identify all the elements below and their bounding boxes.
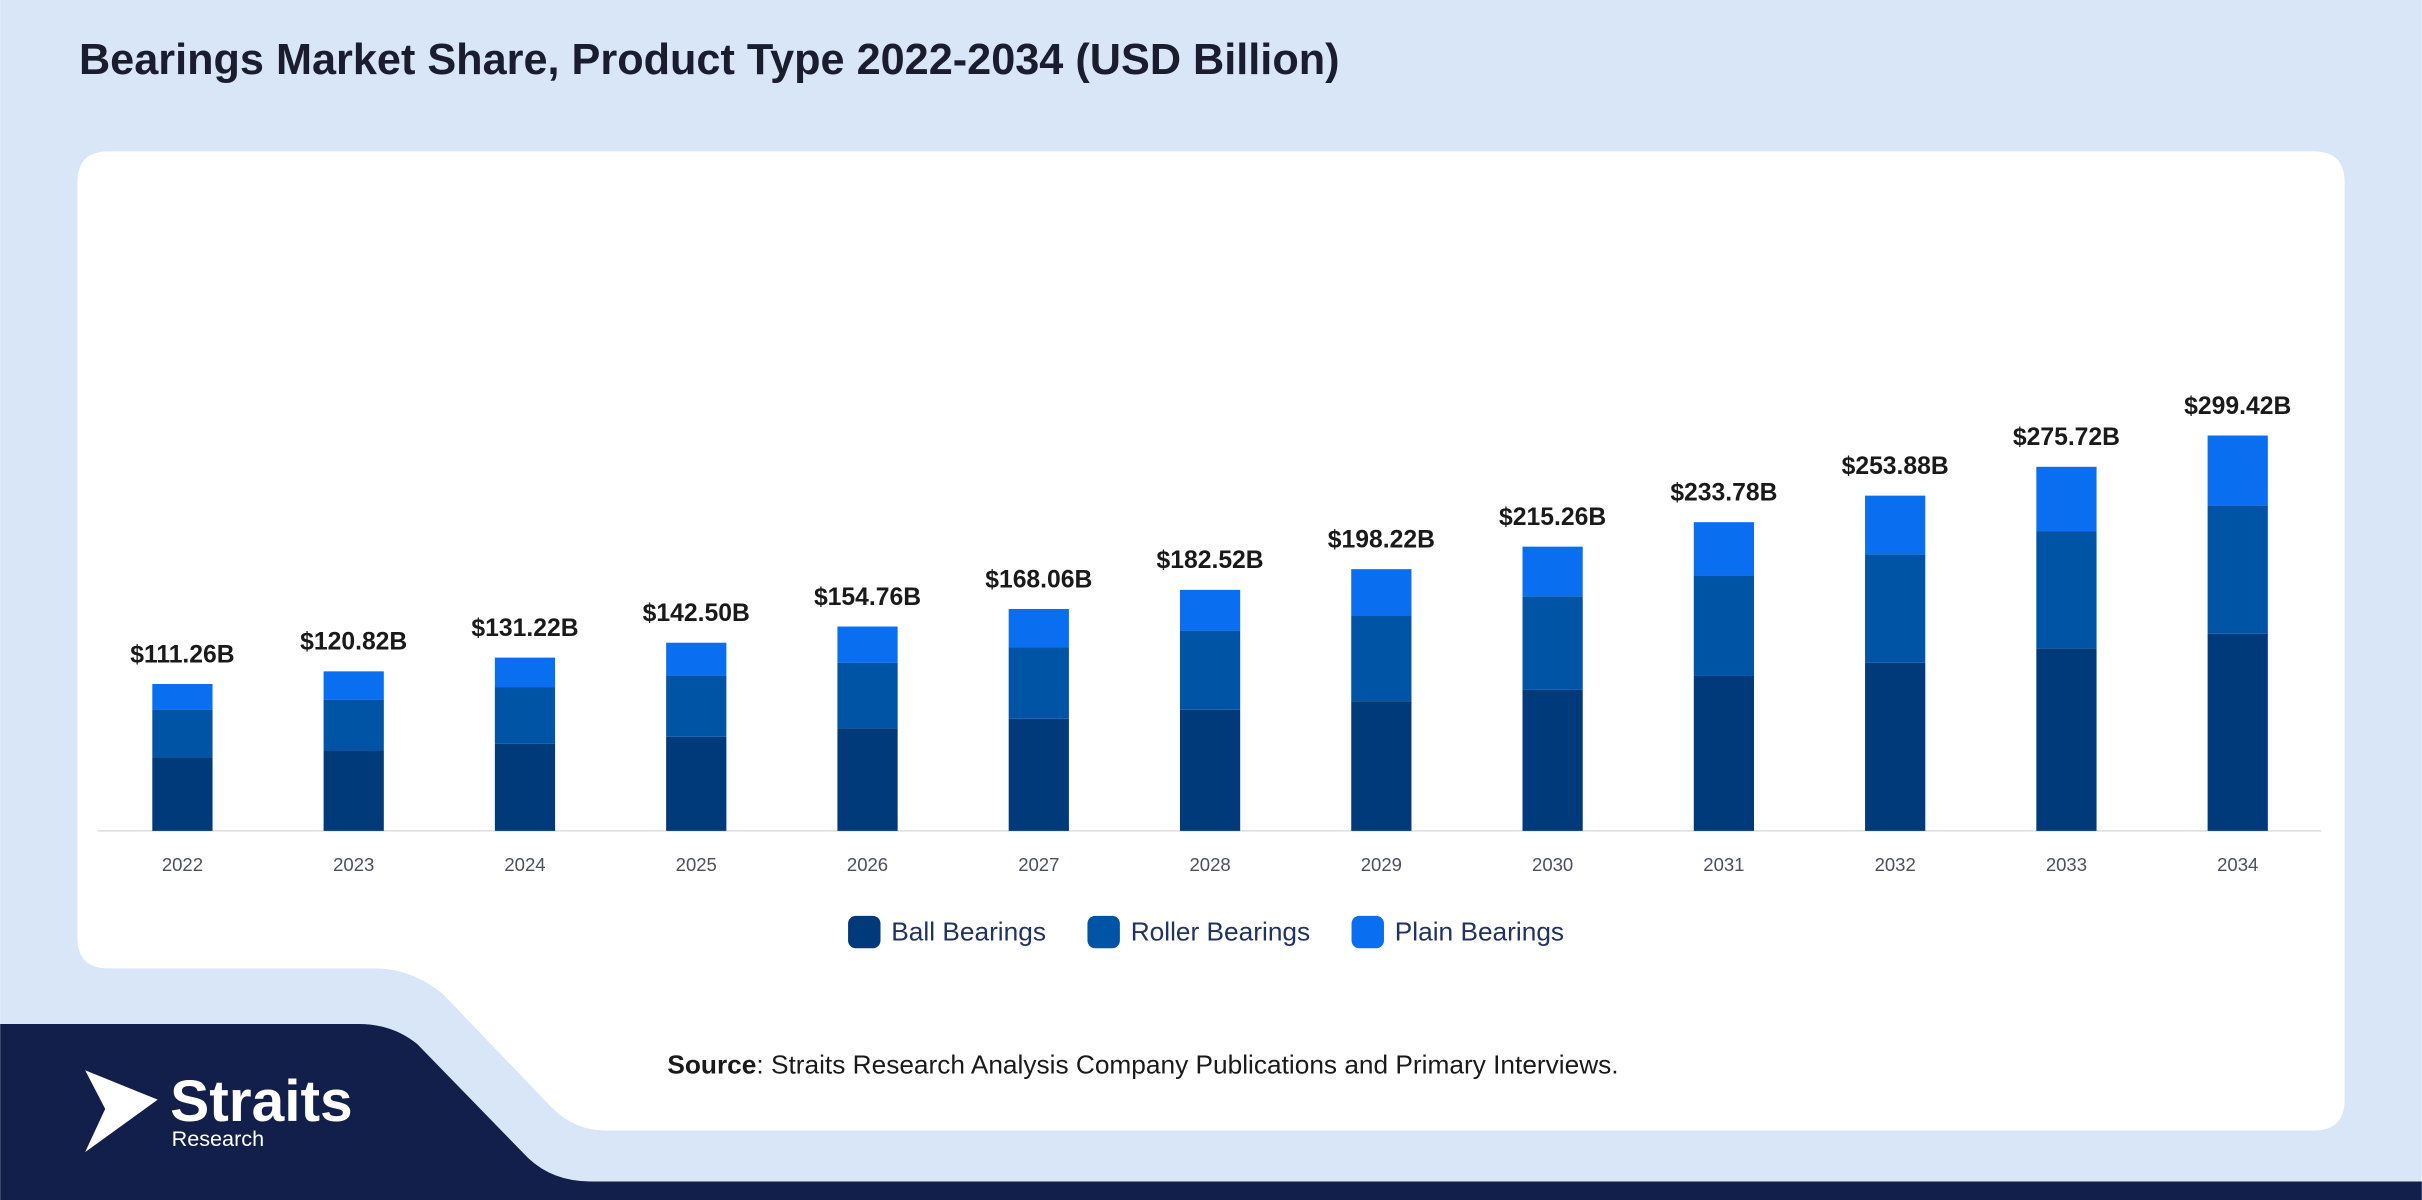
bar-segment: [2036, 531, 2097, 649]
x-tick-label: 2027: [1018, 854, 1059, 875]
legend-label: Plain Bearings: [1395, 917, 1564, 947]
logo-name: Straits: [170, 1069, 353, 1134]
total-label: $131.22B: [471, 615, 578, 642]
bar-segment: [666, 675, 727, 737]
x-tick-label: 2033: [2046, 854, 2087, 875]
bar-segment: [1351, 569, 1412, 616]
legend-label: Ball Bearings: [891, 917, 1046, 947]
bar-segment: [666, 736, 727, 831]
total-label: $111.26B: [130, 641, 234, 668]
bar-segment: [1008, 718, 1069, 831]
bar-segment: [1865, 662, 1926, 831]
x-tick-label: 2031: [1703, 854, 1744, 875]
bar-segment: [1179, 630, 1241, 710]
total-label: $198.22B: [1328, 527, 1435, 554]
bar-segment: [494, 657, 556, 688]
x-tick-label: 2032: [1875, 854, 1916, 875]
bar-segment: [494, 743, 556, 831]
bar-segment: [1522, 596, 1583, 690]
legend-label: Roller Bearings: [1131, 917, 1310, 947]
total-label: $142.50B: [643, 600, 750, 627]
bar-segment: [1179, 589, 1241, 631]
bar-segment: [2207, 505, 2268, 634]
bar-segment: [1693, 675, 1755, 831]
bar-segment: [837, 662, 898, 729]
bar-segment: [1351, 701, 1412, 831]
logo-sub: Research: [172, 1126, 264, 1151]
legend-swatch: [848, 915, 881, 949]
bar-segment: [152, 757, 213, 831]
bar-segment: [323, 671, 384, 700]
total-label: $253.88B: [1842, 453, 1949, 480]
bar-segment: [1351, 615, 1412, 702]
bar-segment: [1008, 647, 1069, 719]
bar-segment: [837, 626, 898, 663]
total-label: $299.42B: [2184, 393, 2291, 420]
x-tick-label: 2030: [1532, 854, 1573, 875]
total-label: $215.26B: [1499, 504, 1606, 531]
bar-segment: [837, 728, 898, 831]
bar-segment: [2207, 633, 2268, 831]
bar-segment: [666, 642, 727, 676]
chart-title: Bearings Market Share, Product Type 2022…: [79, 36, 1340, 84]
x-tick-label: 2025: [676, 854, 717, 875]
x-tick-label: 2029: [1361, 854, 1402, 875]
legend-swatch: [1351, 915, 1384, 949]
bar-segment: [1179, 709, 1241, 831]
bar-segment: [152, 683, 213, 710]
source: Source: Straits Research Analysis Compan…: [667, 1049, 1618, 1079]
total-label: $120.82B: [300, 629, 407, 656]
x-tick-label: 2023: [333, 854, 374, 875]
total-label: $168.06B: [985, 566, 1092, 593]
source-text: : Straits Research Analysis Company Publ…: [756, 1049, 1618, 1079]
bar-segment: [1008, 608, 1069, 648]
bar-segment: [2207, 435, 2268, 506]
x-tick-label: 2028: [1189, 854, 1230, 875]
bar-segment: [1693, 522, 1755, 576]
footer-band: [0, 1023, 2422, 1200]
bar-segment: [1865, 554, 1926, 663]
bar-segment: [1865, 495, 1926, 555]
x-tick-label: 2024: [504, 854, 545, 875]
total-label: $154.76B: [814, 584, 921, 611]
bar-segment: [1693, 575, 1755, 676]
bar-segment: [2036, 466, 2097, 532]
bar-segment: [152, 709, 213, 758]
source-label: Source: [667, 1049, 756, 1079]
bar-segment: [323, 699, 384, 751]
bar-segment: [2036, 648, 2097, 831]
total-label: $275.72B: [2013, 424, 2120, 451]
logo-icon: [85, 1070, 158, 1153]
bar-segment: [1522, 546, 1583, 597]
x-tick-label: 2034: [2217, 854, 2258, 875]
x-tick-label: 2026: [847, 854, 888, 875]
bar-segment: [1522, 689, 1583, 831]
total-label: $233.78B: [1670, 480, 1777, 507]
total-label: $182.52B: [1157, 547, 1264, 574]
x-tick-label: 2022: [162, 854, 203, 875]
bar-segment: [494, 687, 556, 744]
legend-swatch: [1087, 915, 1120, 949]
bar-segment: [323, 750, 384, 831]
